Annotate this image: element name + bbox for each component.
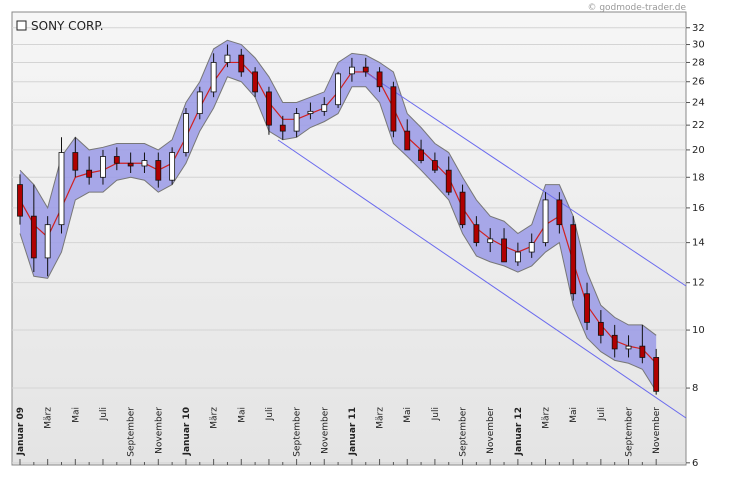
x-tick-label: Januar 12 [514, 407, 524, 456]
candle-body [445, 169, 452, 193]
y-tick-label: 32 [692, 23, 705, 34]
candle-body [390, 86, 397, 132]
candle-body [307, 110, 314, 114]
x-tick-label: September [127, 407, 137, 457]
candle-body [514, 251, 521, 263]
candle-body [570, 224, 577, 295]
candle-body [597, 321, 604, 336]
y-tick-label: 6 [692, 458, 698, 469]
candle-body [431, 160, 438, 171]
candle-body [30, 215, 37, 259]
y-tick-label: 16 [692, 203, 705, 214]
y-tick-label: 14 [692, 238, 705, 249]
y-tick-label: 22 [692, 120, 705, 131]
x-tick-label: Mai [403, 407, 413, 423]
chart-title: SONY CORP. [31, 19, 104, 33]
candle-body [473, 224, 480, 244]
candle-body [321, 104, 328, 112]
candle-body [611, 334, 618, 350]
candle-body [44, 224, 51, 259]
candle-body [238, 54, 245, 73]
y-tick-label: 18 [692, 172, 705, 183]
x-tick-label: Mai [569, 407, 579, 423]
x-tick-label: November [652, 407, 662, 454]
candle-body [127, 162, 134, 167]
y-tick-label: 8 [692, 383, 698, 394]
candle-body [155, 160, 162, 181]
x-tick-label: Januar 10 [182, 407, 192, 456]
candle-body [639, 345, 646, 358]
x-tick-label: Januar 11 [348, 407, 358, 456]
band-lower [19, 76, 657, 392]
x-tick-label: September [459, 407, 469, 457]
candle-body [349, 66, 355, 75]
band-upper [19, 39, 657, 336]
x-tick-label: Juli [265, 407, 275, 421]
candle-body [210, 62, 217, 93]
candle-body [487, 238, 494, 244]
candle-body [183, 113, 189, 153]
x-tick-label: Juli [597, 407, 607, 421]
candle-body [58, 152, 65, 226]
y-tick-label: 20 [692, 145, 705, 156]
candle-body [100, 156, 106, 178]
candle-body [584, 293, 590, 323]
x-tick-label: März [542, 407, 552, 429]
x-tick-label: Juli [431, 407, 441, 421]
candle-body [224, 54, 231, 63]
x-tick-label: März [44, 407, 54, 429]
candle-body [279, 124, 286, 132]
candle-body [196, 91, 203, 114]
x-tick-label: März [376, 407, 386, 429]
y-tick-label: 30 [692, 40, 705, 51]
candle-body [293, 113, 300, 132]
x-tick-label: Juli [99, 407, 109, 421]
candle-body [113, 156, 120, 164]
x-tick-label: März [210, 407, 220, 429]
x-tick-label: Mai [71, 407, 81, 423]
x-tick-label: September [293, 407, 303, 457]
y-tick-label: 28 [692, 57, 705, 68]
candle-body [86, 169, 93, 178]
source: © godmode-trader.de [587, 3, 686, 13]
candle-body [72, 152, 79, 171]
legend-box [16, 20, 27, 31]
candle-body [141, 160, 148, 167]
candle-body [266, 91, 272, 126]
channel-line [277, 139, 687, 419]
candle-body [17, 184, 23, 217]
y-tick-label: 26 [692, 77, 705, 88]
channel-line [364, 71, 687, 287]
y-tick-label: 12 [692, 278, 705, 289]
band-fill [20, 40, 657, 392]
x-tick-label: Januar 09 [16, 407, 26, 456]
candle-body [252, 71, 259, 93]
candle-body [542, 199, 549, 244]
candle-body [556, 199, 563, 226]
candle-body [459, 191, 466, 226]
candle-body [528, 242, 535, 253]
candle-body [404, 130, 411, 151]
x-tick-label: September [625, 407, 635, 457]
candle-body [625, 345, 632, 350]
candle-body [418, 149, 424, 161]
candle-body [169, 152, 176, 181]
candle-body [376, 71, 383, 88]
x-tick-label: Mai [237, 407, 247, 423]
candle-body [362, 66, 369, 73]
x-tick-label: November [486, 407, 496, 454]
y-tick-label: 24 [692, 98, 705, 109]
candle-body [653, 357, 660, 392]
x-tick-label: November [320, 407, 330, 454]
candle-body [501, 238, 507, 263]
y-tick-label: 10 [692, 325, 705, 336]
x-tick-label: November [154, 407, 164, 454]
candle-body [335, 73, 341, 106]
